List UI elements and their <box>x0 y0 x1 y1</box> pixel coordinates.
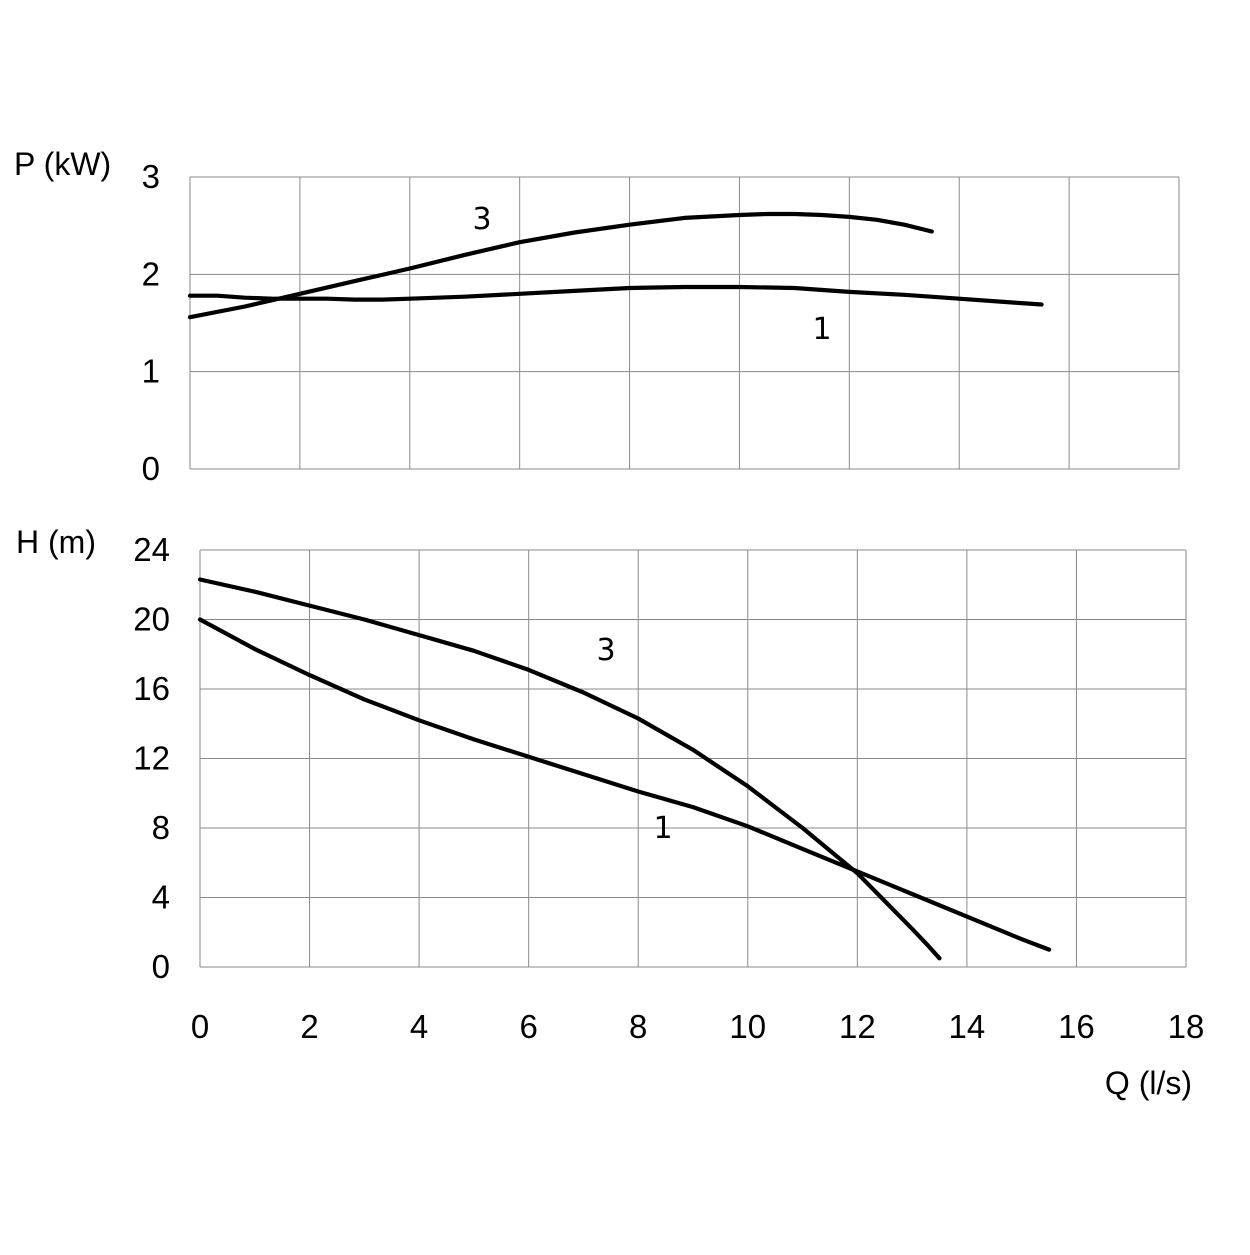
power-curve-label-3: 3 <box>472 202 491 237</box>
power-y-tick-label: 2 <box>142 255 160 292</box>
head-y-tick-label: 20 <box>133 601 170 638</box>
head-x-tick-label: 8 <box>629 1008 647 1045</box>
power-y-tick-label: 1 <box>142 353 160 390</box>
head-y-tick-label: 0 <box>152 948 170 985</box>
head-x-tick-label: 2 <box>300 1008 318 1045</box>
head-x-tick-label: 16 <box>1058 1008 1095 1045</box>
head-curve-1 <box>197 617 1052 952</box>
head-y-tick-label: 4 <box>152 879 170 916</box>
head-x-tick-label: 6 <box>519 1008 537 1045</box>
head-x-tick-label: 12 <box>839 1008 876 1045</box>
head-y-tick-label: 12 <box>133 740 170 777</box>
power-curve-label-1: 1 <box>812 312 831 347</box>
power-y-tick-label: 3 <box>142 158 160 195</box>
power-curve-3 <box>187 211 934 320</box>
head-curve-label-1: 1 <box>653 811 672 846</box>
head-y-tick-label: 8 <box>152 809 170 846</box>
head-y-tick-label: 16 <box>133 670 170 707</box>
head-y-tick-label: 24 <box>133 531 170 568</box>
head-x-tick-label: 10 <box>729 1008 766 1045</box>
head-x-tick-label: 4 <box>410 1008 428 1045</box>
head-x-axis-title: Q (l/s) <box>1105 1065 1192 1101</box>
power-chart: 0 1 2 3 P (kW) 1 3 <box>14 146 1180 487</box>
head-y-axis-title: H (m) <box>16 524 96 560</box>
head-x-tick-label: 14 <box>949 1008 986 1045</box>
head-curve-3 <box>197 577 942 961</box>
power-y-axis-title: P (kW) <box>14 146 111 182</box>
power-y-tick-label: 0 <box>142 450 160 487</box>
head-x-tick-label: 18 <box>1168 1008 1205 1045</box>
head-x-tick-label: 0 <box>191 1008 209 1045</box>
head-curve-label-3: 3 <box>596 633 615 668</box>
